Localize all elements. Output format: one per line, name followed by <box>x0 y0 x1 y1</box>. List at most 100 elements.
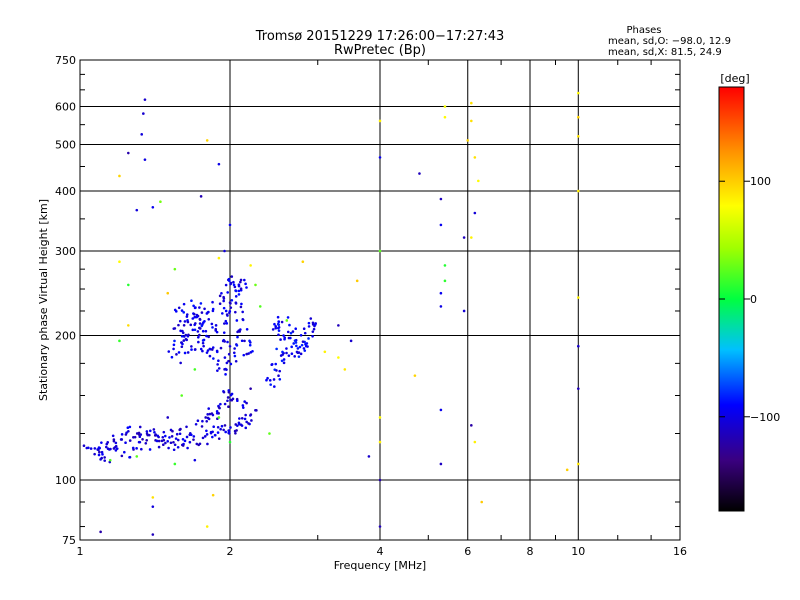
data-point <box>188 432 192 435</box>
data-point <box>307 321 311 325</box>
data-point <box>198 306 201 309</box>
data-point <box>197 340 200 344</box>
data-point <box>237 284 241 288</box>
data-point <box>155 439 159 443</box>
data-point <box>157 439 161 443</box>
data-point <box>175 432 179 436</box>
data-point <box>210 322 214 326</box>
data-point <box>201 339 205 342</box>
data-point <box>172 448 176 452</box>
chart-title: Tromsø 20151229 17:26:00−17:27:43 <box>255 29 505 44</box>
data-point <box>214 329 218 332</box>
data-point <box>192 435 196 438</box>
data-point <box>206 416 210 420</box>
data-point <box>126 151 130 155</box>
data-point <box>174 310 178 313</box>
data-point <box>148 433 151 437</box>
data-point <box>89 447 93 450</box>
data-point <box>266 376 269 380</box>
data-point <box>275 347 278 351</box>
data-point <box>439 291 443 295</box>
chart-subtitle: RwPretec (Bp) <box>334 43 426 58</box>
data-point <box>249 387 252 390</box>
data-point <box>222 295 225 299</box>
data-point <box>235 344 239 347</box>
data-point <box>98 446 101 450</box>
data-point <box>301 260 305 264</box>
data-point <box>227 352 231 356</box>
data-point <box>140 133 144 136</box>
data-point <box>157 445 161 449</box>
data-point <box>193 458 197 462</box>
colorbar-tick-label: −100 <box>750 411 780 424</box>
data-point <box>104 445 108 449</box>
data-point <box>470 101 473 105</box>
data-point <box>473 156 477 159</box>
data-point <box>98 450 101 454</box>
data-point <box>198 322 202 325</box>
data-point <box>219 427 222 431</box>
data-point <box>271 328 275 331</box>
x-tick-label: 1 <box>77 545 84 558</box>
data-point <box>241 406 245 409</box>
data-point <box>576 115 580 119</box>
data-point <box>288 323 291 327</box>
data-point <box>184 337 188 341</box>
data-point <box>215 410 219 413</box>
data-point <box>177 306 181 310</box>
data-point <box>120 454 124 458</box>
data-point <box>576 189 580 193</box>
data-point <box>137 440 141 444</box>
colorbar-tick-label: 100 <box>750 175 771 188</box>
data-point <box>215 412 219 415</box>
data-point <box>201 329 205 333</box>
data-point <box>118 174 121 178</box>
data-point <box>277 374 280 377</box>
data-point <box>142 112 145 115</box>
data-point <box>173 267 177 271</box>
data-point <box>303 349 307 352</box>
data-point <box>439 305 443 308</box>
data-point <box>314 323 317 326</box>
data-point <box>196 330 200 333</box>
data-point <box>201 419 204 423</box>
x-axis-label: Frequency [MHz] <box>334 559 426 572</box>
data-point <box>128 455 131 459</box>
data-point <box>196 335 200 339</box>
data-point <box>232 351 236 355</box>
data-point <box>230 298 234 302</box>
data-point <box>190 299 193 303</box>
data-point <box>217 256 221 260</box>
data-point <box>114 441 118 445</box>
data-point <box>273 385 276 388</box>
data-point <box>201 349 204 353</box>
data-point <box>189 323 193 327</box>
data-point <box>207 317 211 321</box>
data-point <box>172 343 176 347</box>
data-point <box>203 435 207 438</box>
data-point <box>378 119 382 123</box>
data-point <box>237 293 241 296</box>
data-point <box>228 344 232 348</box>
y-tick-label: 100 <box>55 474 76 487</box>
data-point <box>172 347 175 351</box>
x-tick-label: 2 <box>227 545 234 558</box>
data-point <box>240 424 244 427</box>
x-tick-label: 16 <box>673 545 687 558</box>
data-point <box>207 310 210 314</box>
data-point <box>128 439 132 442</box>
data-point <box>250 419 253 422</box>
data-point <box>185 425 188 429</box>
data-point <box>211 326 214 329</box>
data-point <box>576 296 580 299</box>
data-point <box>235 429 238 432</box>
data-point <box>244 426 248 430</box>
data-point <box>226 291 229 294</box>
y-tick-label: 400 <box>55 185 76 198</box>
data-point <box>151 496 155 499</box>
data-point <box>229 426 232 429</box>
data-point <box>238 417 241 420</box>
data-point <box>126 283 130 287</box>
data-point <box>179 361 182 365</box>
data-point <box>182 311 186 314</box>
